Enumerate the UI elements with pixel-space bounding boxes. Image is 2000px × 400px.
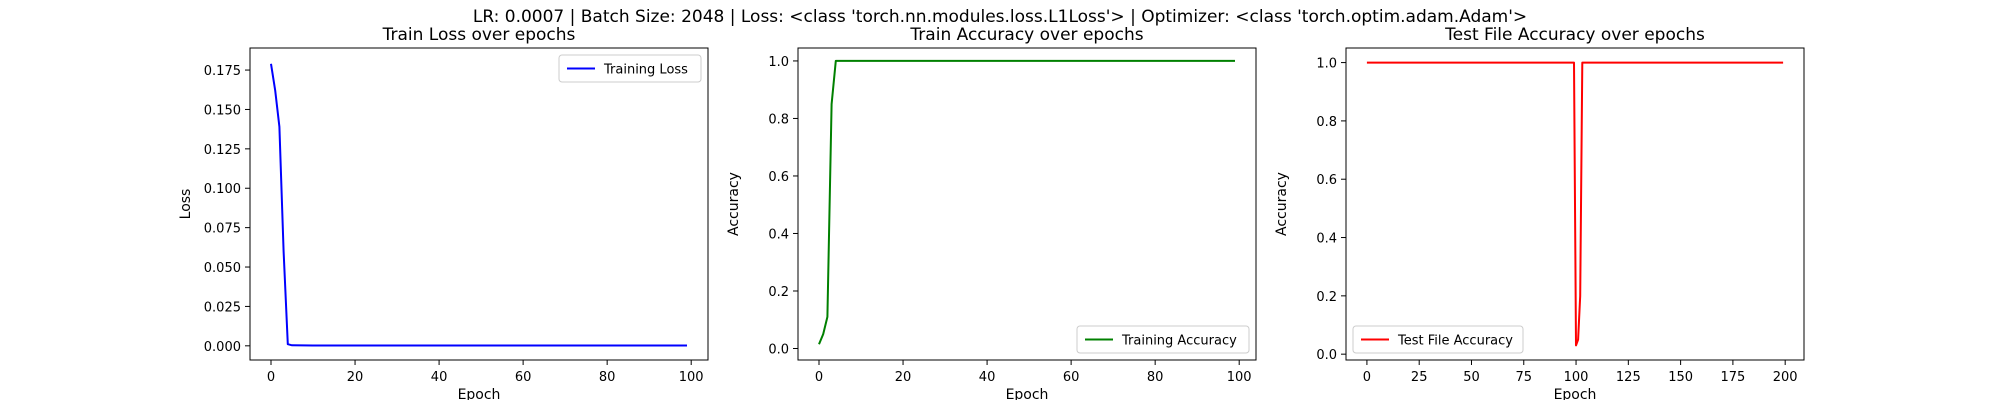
legend: Test File Accuracy [1352,325,1524,354]
y-tick-label: 0.6 [768,170,789,185]
x-tick-label: 0 [267,370,275,385]
x-tick-label: 125 [1616,370,1641,385]
y-tick-label: 0.100 [204,182,241,197]
y-tick-label: 0.4 [768,227,789,242]
y-tick-label: 0.075 [204,222,241,237]
x-axis-label: Epoch [1554,387,1597,400]
subplot-2: Train Accuracy over epochs 0 20 40 60 80 100 0.… [726,25,1257,400]
y-tick-label: 0.000 [204,340,241,355]
x-tick-label: 80 [1147,370,1164,385]
plot-frame [1345,47,1805,361]
series-line [1366,61,1784,347]
y-tick-label: 0.2 [768,285,789,300]
x-tick-label: 100 [679,370,704,385]
y-tick-label: 0.050 [204,261,241,276]
x-tick-label: 100 [1564,370,1589,385]
x-tick-label: 100 [1227,370,1252,385]
x-axis-label: Epoch [1006,387,1049,400]
series-line [270,63,687,347]
series-line [818,59,1235,345]
subplot-title: Train Accuracy over epochs [909,25,1143,45]
figure-suptitle: LR: 0.0007 | Batch Size: 2048 | Loss: <c… [473,7,1527,27]
y-axis-label: Accuracy [726,172,742,236]
x-tick-label: 150 [1668,370,1693,385]
subplot-1: Train Loss over epochs 0 20 40 60 80 100 0.000 0… [178,25,709,400]
x-tick-label: 20 [895,370,912,385]
y-tick-label: 0.6 [1316,173,1337,188]
x-tick-label: 40 [431,370,448,385]
legend: Training Accuracy [1076,325,1250,354]
x-tick-label: 75 [1515,370,1532,385]
y-tick-label: 0.125 [204,143,241,158]
plot-frame [249,47,709,361]
y-axis-label: Accuracy [1274,172,1290,236]
y-tick-label: 0.8 [1316,115,1337,130]
plot-frame [797,47,1257,361]
y-axis-label: Loss [178,189,194,220]
x-tick-label: 175 [1720,370,1745,385]
legend-label: Test File Accuracy [1397,334,1513,349]
x-axis-label: Epoch [458,387,501,400]
y-tick-label: 0.175 [204,64,241,79]
y-tick-label: 0.0 [1316,348,1337,363]
y-tick-label: 0.8 [768,112,789,127]
legend-label: Training Accuracy [1121,334,1237,349]
x-tick-label: 60 [515,370,532,385]
y-tick-label: 0.150 [204,103,241,118]
y-tick-label: 0.2 [1316,290,1337,305]
subplot-title: Test File Accuracy over epochs [1444,25,1705,45]
x-tick-label: 0 [815,370,823,385]
x-tick-label: 200 [1773,370,1798,385]
legend-box [1352,325,1524,354]
y-tick-label: 0.0 [768,342,789,357]
x-tick-label: 25 [1411,370,1428,385]
y-tick-label: 0.025 [204,300,241,315]
legend-box [1076,325,1250,354]
legend-box [558,54,702,83]
subplot-3: Test File Accuracy over epochs 0 25 50 75 100… [1274,25,1805,400]
x-tick-label: 20 [347,370,364,385]
x-tick-label: 50 [1463,370,1480,385]
x-tick-label: 80 [599,370,616,385]
x-tick-label: 0 [1363,370,1371,385]
legend-label: Training Loss [603,63,688,78]
y-tick-label: 0.4 [1316,232,1337,247]
x-tick-label: 40 [979,370,996,385]
y-tick-label: 1.0 [1316,57,1337,72]
x-tick-label: 60 [1063,370,1080,385]
y-tick-label: 1.0 [768,55,789,70]
subplot-title: Train Loss over epochs [382,25,576,45]
legend: Training Loss [558,54,702,83]
